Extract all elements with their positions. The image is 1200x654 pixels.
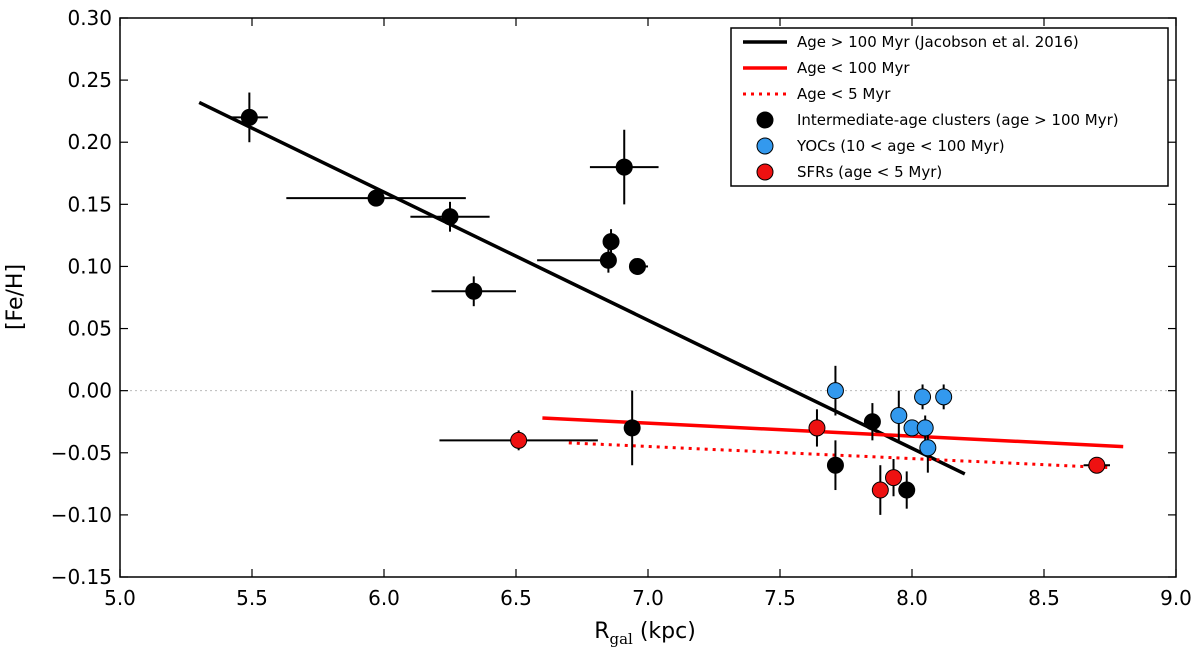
legend-label-part: < <box>877 163 890 181</box>
x-axis-title: Rgal (kpc) <box>594 619 696 648</box>
axis-ticks-group <box>119 17 1177 578</box>
data-point-series-0 <box>602 233 620 251</box>
x-axis-title-sub: gal <box>609 630 633 648</box>
y-axis-title: [Fe/H] <box>3 264 28 330</box>
data-point-series-0 <box>367 189 385 207</box>
legend-label: Intermediate-age clusters (age > 100 Myr… <box>797 111 1119 129</box>
legend-marker-swatch-2 <box>756 163 774 181</box>
data-point-series-0 <box>628 257 646 275</box>
y-tick-label: 0.15 <box>67 192 112 216</box>
data-point-series-1 <box>890 407 908 425</box>
legend-label-part: < <box>870 137 883 155</box>
x-tick-label: 9.0 <box>1160 586 1192 610</box>
y-tick-label: 0.25 <box>67 68 112 92</box>
trend-lines-group <box>198 100 1124 476</box>
x-axis-title-main: R <box>594 619 609 644</box>
x-tick-label: 8.0 <box>896 586 928 610</box>
data-point-series-0 <box>623 419 641 437</box>
y-tick-label: 0.05 <box>67 317 112 341</box>
data-point-series-2 <box>510 431 528 449</box>
legend-label-part: Intermediate-age clusters (age <box>797 111 1034 129</box>
y-tick-label: 0.20 <box>67 130 112 154</box>
data-point-series-0 <box>465 282 483 300</box>
legend-label: YOCs (10 < age < 100 Myr) <box>796 137 1005 155</box>
data-point-series-0 <box>599 251 617 269</box>
legend-label-part: 100 Myr) <box>1047 111 1119 129</box>
data-points-group <box>240 108 1106 499</box>
x-tick-label: 6.0 <box>368 586 400 610</box>
legend-label-part: SFRs (age <box>797 163 877 181</box>
data-point-series-0 <box>441 208 459 226</box>
legend-label-part: age <box>883 137 920 155</box>
data-point-series-1 <box>826 382 844 400</box>
legend-label: Age < 100 Myr <box>797 59 910 77</box>
y-tick-label: 0.00 <box>67 379 112 403</box>
y-tick-label: −0.10 <box>51 503 112 527</box>
data-point-series-2 <box>1088 456 1106 474</box>
data-point-series-0 <box>240 108 258 126</box>
legend-label: Age < 5 Myr <box>797 85 891 103</box>
data-point-series-2 <box>808 419 826 437</box>
x-tick-label: 5.0 <box>104 586 136 610</box>
tick-labels-group: 5.0 5.5 6.0 6.5 7.0 7.5 8.0 8.5 9.0 −0.15 −0.10 −0.… <box>51 6 1192 610</box>
trend-line-1 <box>542 416 1124 449</box>
data-point-series-1 <box>919 439 937 457</box>
trend-line-2 <box>568 441 1111 470</box>
data-point-series-0 <box>615 158 633 176</box>
y-tick-label: 0.30 <box>67 6 112 30</box>
x-tick-label: 5.5 <box>236 586 268 610</box>
data-point-series-1 <box>914 388 932 406</box>
legend-label-part: 100 Myr) <box>933 137 1005 155</box>
legend-label: Age > 100 Myr (Jacobson et al. 2016) <box>797 33 1079 51</box>
legend-box <box>730 27 1169 187</box>
y-tick-label: −0.05 <box>51 441 112 465</box>
x-tick-label: 8.5 <box>1028 586 1060 610</box>
x-tick-label: 6.5 <box>500 586 532 610</box>
legend-marker-swatch-0 <box>756 111 774 129</box>
data-point-series-0 <box>898 481 916 499</box>
trend-line-0 <box>198 100 966 476</box>
data-point-series-0 <box>826 456 844 474</box>
legend-label-part: > <box>1034 111 1047 129</box>
legend-label-part: YOCs (10 <box>796 137 870 155</box>
legend-label-part: < <box>920 137 933 155</box>
legend: Age > 100 Myr (Jacobson et al. 2016) Age … <box>730 27 1169 187</box>
x-axis-title-unit: (kpc) <box>633 619 696 644</box>
data-point-series-0 <box>863 413 881 431</box>
y-tick-label: −0.15 <box>51 565 112 589</box>
x-tick-label: 7.0 <box>632 586 664 610</box>
x-tick-label: 7.5 <box>764 586 796 610</box>
legend-marker-swatch-1 <box>756 137 774 155</box>
data-point-series-2 <box>871 481 889 499</box>
legend-label-part: 5 Myr) <box>889 163 942 181</box>
y-tick-label: 0.10 <box>67 254 112 278</box>
data-point-series-2 <box>885 469 903 487</box>
data-point-series-1 <box>916 419 934 437</box>
legend-label: SFRs (age < 5 Myr) <box>797 163 942 181</box>
data-point-series-1 <box>935 388 953 406</box>
